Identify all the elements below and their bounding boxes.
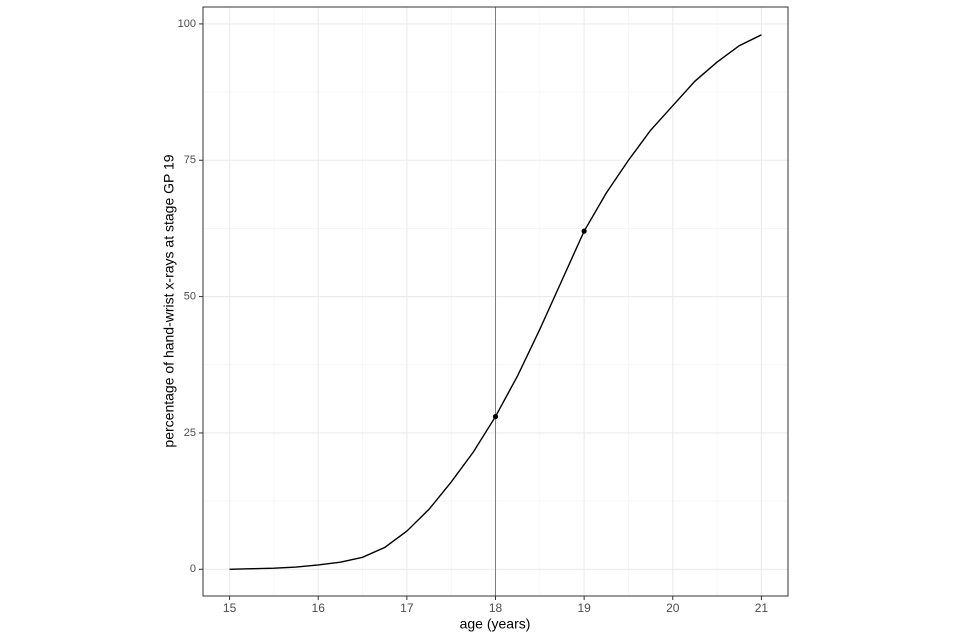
y-axis-title: percentage of hand-wrist x-rays at stage…: [161, 154, 177, 447]
point: [492, 413, 499, 420]
y-tick-label: 25: [184, 427, 196, 439]
point: [581, 228, 587, 234]
y-tick-label: 75: [184, 154, 196, 166]
x-axis-title: age (years): [460, 616, 531, 632]
x-tick-label: 19: [577, 601, 591, 615]
x-tick-label: 16: [312, 601, 326, 615]
x-tick-label: 18: [489, 601, 503, 615]
plot-border: [202, 6, 789, 597]
x-tick-label: 15: [223, 601, 237, 615]
x-tick-label: 17: [400, 601, 414, 615]
y-tick-label: 0: [190, 563, 196, 575]
x-tick-label: 21: [755, 601, 769, 615]
y-tick-label: 100: [178, 18, 196, 30]
y-tick-label: 50: [184, 290, 196, 302]
x-tick-label: 20: [666, 601, 680, 615]
